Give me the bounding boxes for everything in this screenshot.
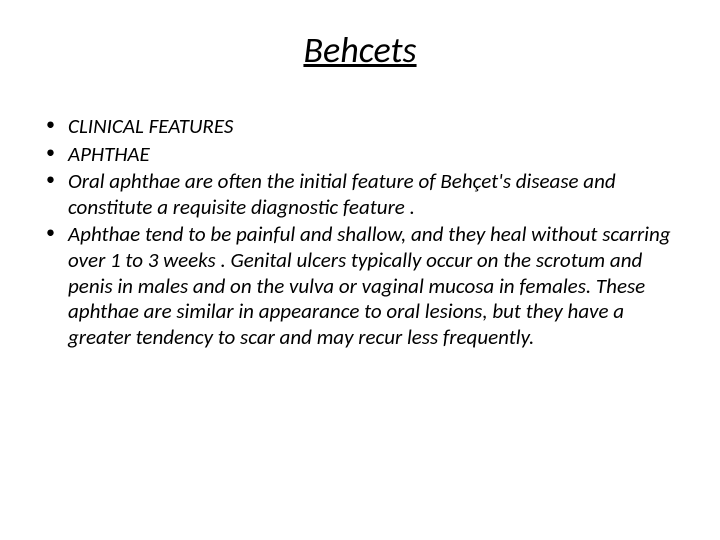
list-item: Aphthae tend to be painful and shallow, …	[38, 222, 682, 350]
bullet-list: CLINICAL FEATURES APHTHAE Oral aphthae a…	[38, 114, 682, 350]
slide-title: Behcets	[38, 28, 682, 72]
list-item: CLINICAL FEATURES	[38, 114, 682, 140]
list-item: Oral aphthae are often the initial featu…	[38, 169, 682, 220]
list-item: APHTHAE	[38, 142, 682, 168]
slide-container: Behcets CLINICAL FEATURES APHTHAE Oral a…	[0, 0, 720, 540]
